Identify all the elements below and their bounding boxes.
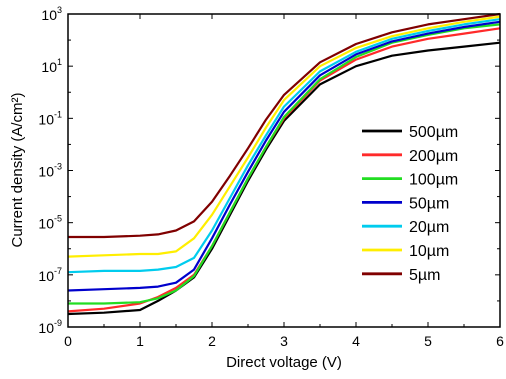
plot-frame [67, 13, 501, 328]
y-tick-label: 10-7 [38, 266, 62, 284]
legend-label: 500µm [409, 124, 458, 141]
series-line [68, 23, 501, 305]
y-tick-label: 10-1 [38, 109, 62, 127]
x-tick-label: 3 [280, 333, 288, 349]
y-tick-label: 101 [41, 57, 62, 75]
series-line [67, 15, 501, 258]
series-group [67, 12, 501, 316]
legend-label: 50µm [409, 195, 449, 212]
x-tick-labels: 0 1 2 3 4 5 6 [64, 333, 504, 349]
y-tick-label: 10-5 [38, 214, 62, 232]
y-tick-label: 10-3 [38, 162, 62, 180]
y-axis-label: Current density (A/cm²) [9, 92, 26, 247]
x-tick-label: 1 [136, 333, 144, 349]
legend-label: 10µm [409, 243, 449, 260]
y-tick-label: 103 [41, 5, 62, 23]
x-tick-label: 2 [208, 333, 216, 349]
series-line [67, 18, 501, 274]
series-line [67, 20, 501, 292]
legend-label: 20µm [409, 219, 449, 236]
legend-label: 200µm [409, 148, 458, 165]
legend-label: 100µm [409, 172, 458, 189]
y-tick-label: 10-9 [38, 318, 62, 336]
legend: 500µm 200µm 100µm 50µm 20µm 10µm 5µm [362, 124, 458, 284]
legend-label: 5µm [409, 267, 440, 284]
series-line [68, 12, 501, 239]
y-tick-labels: 10-9 10-7 10-5 10-3 10-1 101 103 [38, 5, 62, 336]
series-line [67, 41, 501, 316]
x-axis-label: Direct voltage (V) [226, 354, 342, 371]
x-tick-label: 0 [64, 333, 72, 349]
x-tick-label: 6 [496, 333, 504, 349]
x-tick-label: 4 [352, 333, 360, 349]
x-tick-label: 5 [424, 333, 432, 349]
